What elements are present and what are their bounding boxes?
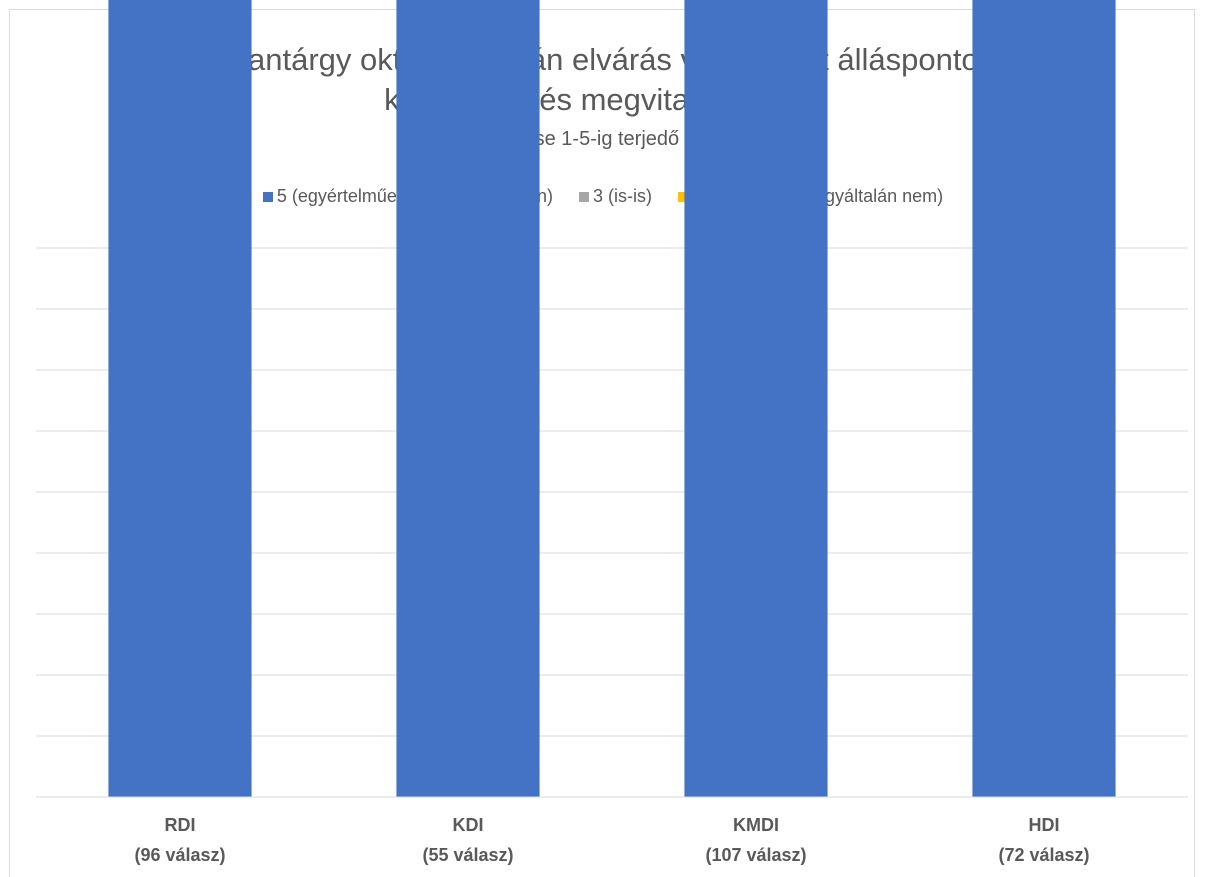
- x-tick-label: KMDI: [733, 815, 779, 835]
- legend-item: 3 (is-is): [579, 186, 652, 207]
- bar-segment: [108, 0, 252, 797]
- x-tick-label: (55 válasz): [422, 845, 513, 865]
- x-tick-label: RDI: [165, 815, 196, 835]
- bar-segment: [396, 0, 540, 797]
- x-tick-label: (96 válasz): [134, 845, 225, 865]
- x-tick-label: HDI: [1029, 815, 1060, 835]
- legend-swatch: [678, 191, 689, 202]
- x-tick-label: (72 válasz): [998, 845, 1089, 865]
- legend-swatch: [262, 191, 273, 202]
- bar-segment: [972, 0, 1116, 797]
- legend-label: 3 (is-is): [593, 186, 653, 206]
- bar-segment: [684, 0, 828, 797]
- x-tick-label: (107 válasz): [705, 845, 806, 865]
- legend-label: 1 (egyáltalán nem): [794, 186, 944, 206]
- chart-frame: [9, 9, 1195, 877]
- x-tick-label: KDI: [453, 815, 484, 835]
- legend-swatch: [579, 191, 590, 202]
